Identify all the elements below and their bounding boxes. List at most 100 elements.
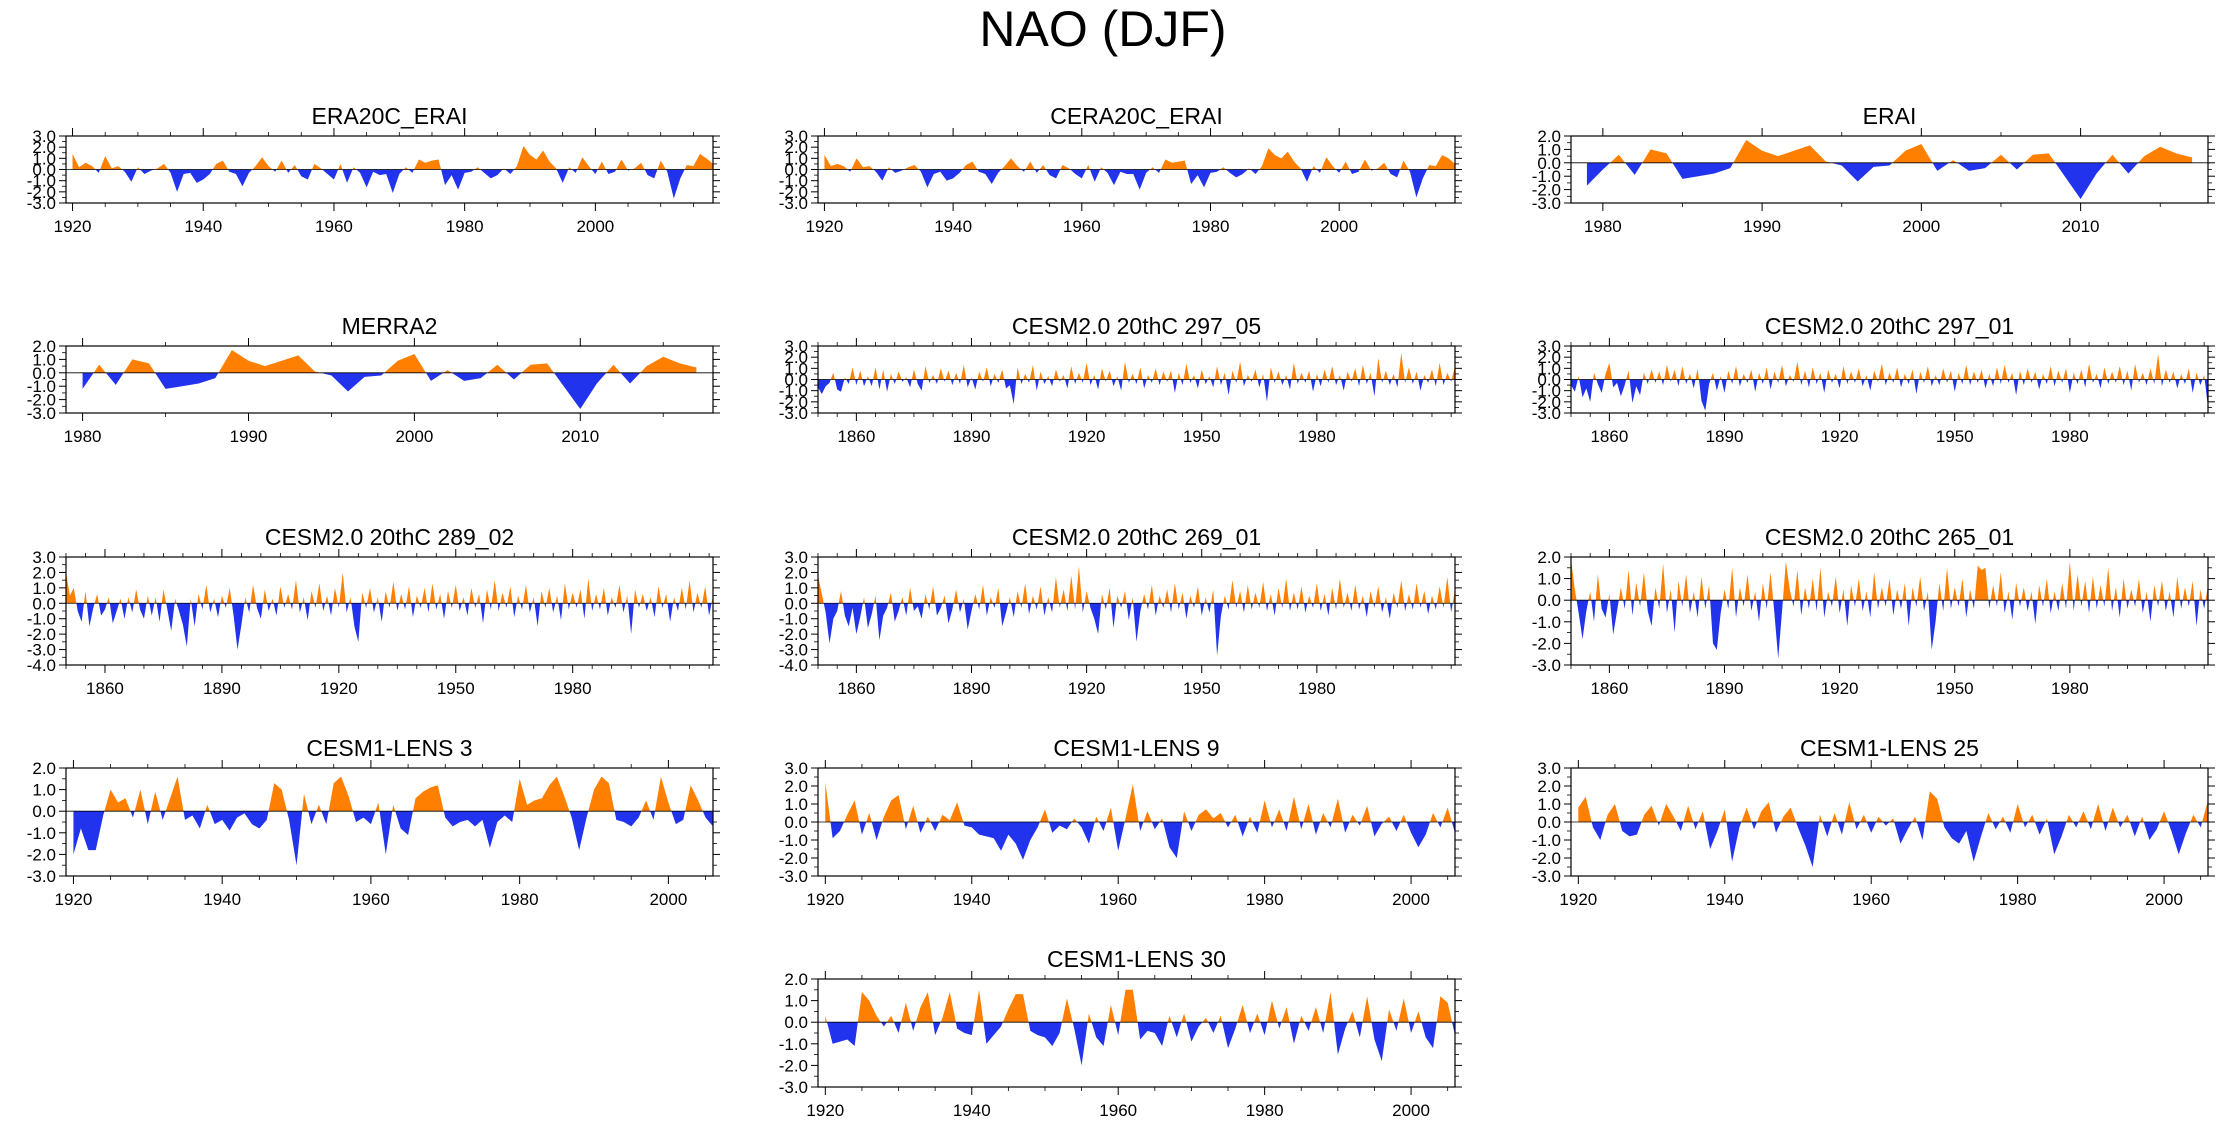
- y-tick-label: 3.0: [1537, 759, 1561, 778]
- y-tick-label: 0.0: [784, 813, 808, 832]
- panel-title: CESM1-LENS 3: [306, 735, 472, 761]
- y-tick-label: -2.0: [779, 1056, 808, 1075]
- positive-area: [93, 350, 697, 373]
- negative-area: [1571, 379, 2208, 411]
- x-tick-label: 1920: [1821, 679, 1859, 698]
- y-tick-label: -3.0: [1532, 656, 1561, 675]
- y-tick-label: -1.0: [27, 172, 56, 191]
- panel-5: CESM2.0 20thC 297_05 -3.0-2.0-1.00.01.02.…: [779, 313, 1462, 446]
- panel-1: ERA20C_ERAI -3.0-2.0-1.00.01.02.03.0 1920 1…: [27, 103, 720, 236]
- x-tick-label: 1960: [1099, 890, 1137, 909]
- y-tick-label: -2.0: [27, 625, 56, 644]
- x-tick-label: 1980: [64, 427, 102, 446]
- y-tick-label: -3.0: [27, 194, 56, 213]
- x-tick-label: 1980: [501, 890, 539, 909]
- y-tick-label: 0.0: [784, 371, 808, 390]
- panel-title: CESM2.0 20thC 289_02: [265, 524, 514, 550]
- negative-area: [82, 372, 697, 409]
- x-tick-label: 1860: [837, 427, 875, 446]
- x-tick-label: 1980: [1298, 427, 1336, 446]
- y-tick-label: 2.0: [32, 337, 56, 356]
- y-tick-label: 2.0: [784, 970, 808, 989]
- x-tick-label: 1980: [1246, 890, 1284, 909]
- x-tick-label: 1920: [1068, 679, 1106, 698]
- y-tick-label: -3.0: [27, 867, 56, 886]
- x-tick-label: 1950: [1936, 679, 1974, 698]
- x-tick-label: 1940: [203, 890, 241, 909]
- y-tick-label: -2.0: [1532, 181, 1561, 200]
- x-tick-label: 2010: [2062, 217, 2100, 236]
- x-tick-label: 2000: [2145, 890, 2183, 909]
- x-tick-label: 1980: [446, 217, 484, 236]
- x-tick-label: 1920: [1559, 890, 1597, 909]
- x-tick-label: 1950: [1183, 679, 1221, 698]
- y-tick-label: 0.0: [32, 161, 56, 180]
- panel-12: CESM1-LENS 25 -3.0-2.0-1.00.01.02.03.0 192…: [1532, 735, 2215, 909]
- panel-10: CESM1-LENS 3 -3.0 -2.0 -1.0 0.0 1.0 2.0 1920 194…: [27, 735, 720, 909]
- x-tick-label: 1980: [1298, 679, 1336, 698]
- x-tick-label: 1940: [953, 890, 991, 909]
- y-tick-label: 2.0: [784, 563, 808, 582]
- x-tick-label: 1890: [1706, 679, 1744, 698]
- x-tick-label: 1980: [1192, 217, 1230, 236]
- panel-title: MERRA2: [342, 313, 438, 339]
- y-tick-label: -3.0: [1532, 867, 1561, 886]
- negative-area: [1578, 822, 2208, 867]
- x-tick-label: 1960: [315, 217, 353, 236]
- negative-area: [827, 1022, 1455, 1066]
- panel-9: CESM2.0 20thC 265_01 -3.0 -2.0 -1.0 0.0 1.0 2.…: [1532, 524, 2215, 698]
- y-tick-label: -3.0: [27, 641, 56, 660]
- x-tick-label: 1920: [320, 679, 358, 698]
- y-tick-label: 1.0: [1537, 140, 1561, 159]
- negative-area: [1576, 600, 2206, 659]
- x-tick-label: 1980: [1584, 217, 1622, 236]
- y-tick-label: 0.0: [1537, 591, 1561, 610]
- y-tick-label: 0.0: [1537, 154, 1561, 173]
- y-tick-label: -2.0: [27, 391, 56, 410]
- panel-2: CERA20C_ERAI -3.0-2.0-1.00.01.02.03.0 1920…: [779, 103, 1462, 236]
- negative-area: [825, 822, 1455, 860]
- panel-title: CESM1-LENS 30: [1047, 946, 1226, 972]
- panel-6: CESM2.0 20thC 297_01 -3.0-2.0-1.00.01.02.…: [1532, 313, 2215, 446]
- y-tick-label: 1.0: [1537, 795, 1561, 814]
- y-tick-label: -2.0: [779, 393, 808, 412]
- y-tick-label: 2.0: [784, 777, 808, 796]
- y-tick-label: -1.0: [1532, 613, 1561, 632]
- y-tick-label: 3.0: [32, 127, 56, 146]
- y-tick-label: 3.0: [784, 337, 808, 356]
- y-tick-label: 1.0: [784, 579, 808, 598]
- y-tick-label: -3.0: [779, 404, 808, 423]
- x-tick-label: 1980: [2051, 679, 2089, 698]
- y-tick-label: 1.0: [1537, 570, 1561, 589]
- y-tick-label: 1.0: [32, 781, 56, 800]
- y-tick-label: 3.0: [1537, 337, 1561, 356]
- y-tick-label: 2.0: [32, 563, 56, 582]
- y-tick-label: -2.0: [1532, 393, 1561, 412]
- y-tick-label: -2.0: [27, 845, 56, 864]
- y-tick-label: 2.0: [1537, 548, 1561, 567]
- x-tick-label: 1940: [934, 217, 972, 236]
- x-tick-label: 1890: [953, 427, 991, 446]
- y-tick-label: -3.0: [779, 641, 808, 660]
- y-tick-label: -1.0: [1532, 382, 1561, 401]
- y-tick-label: -1.0: [779, 172, 808, 191]
- x-tick-label: 1890: [1706, 427, 1744, 446]
- y-tick-label: 0.0: [784, 1013, 808, 1032]
- y-tick-label: 1.0: [32, 350, 56, 369]
- y-tick-label: 2.0: [784, 138, 808, 157]
- y-tick-label: -2.0: [779, 183, 808, 202]
- x-tick-label: 1950: [437, 679, 475, 698]
- y-tick-label: 1.0: [784, 795, 808, 814]
- x-tick-label: 2000: [649, 890, 687, 909]
- y-tick-label: 1.0: [784, 359, 808, 378]
- x-tick-label: 1960: [1852, 890, 1890, 909]
- x-tick-label: 1990: [230, 427, 268, 446]
- y-tick-label: -1.0: [1532, 831, 1561, 850]
- x-tick-label: 1890: [203, 679, 241, 698]
- y-tick-label: -2.0: [1532, 634, 1561, 653]
- x-tick-label: 1960: [1063, 217, 1101, 236]
- x-tick-label: 2010: [561, 427, 599, 446]
- positive-area: [73, 776, 713, 812]
